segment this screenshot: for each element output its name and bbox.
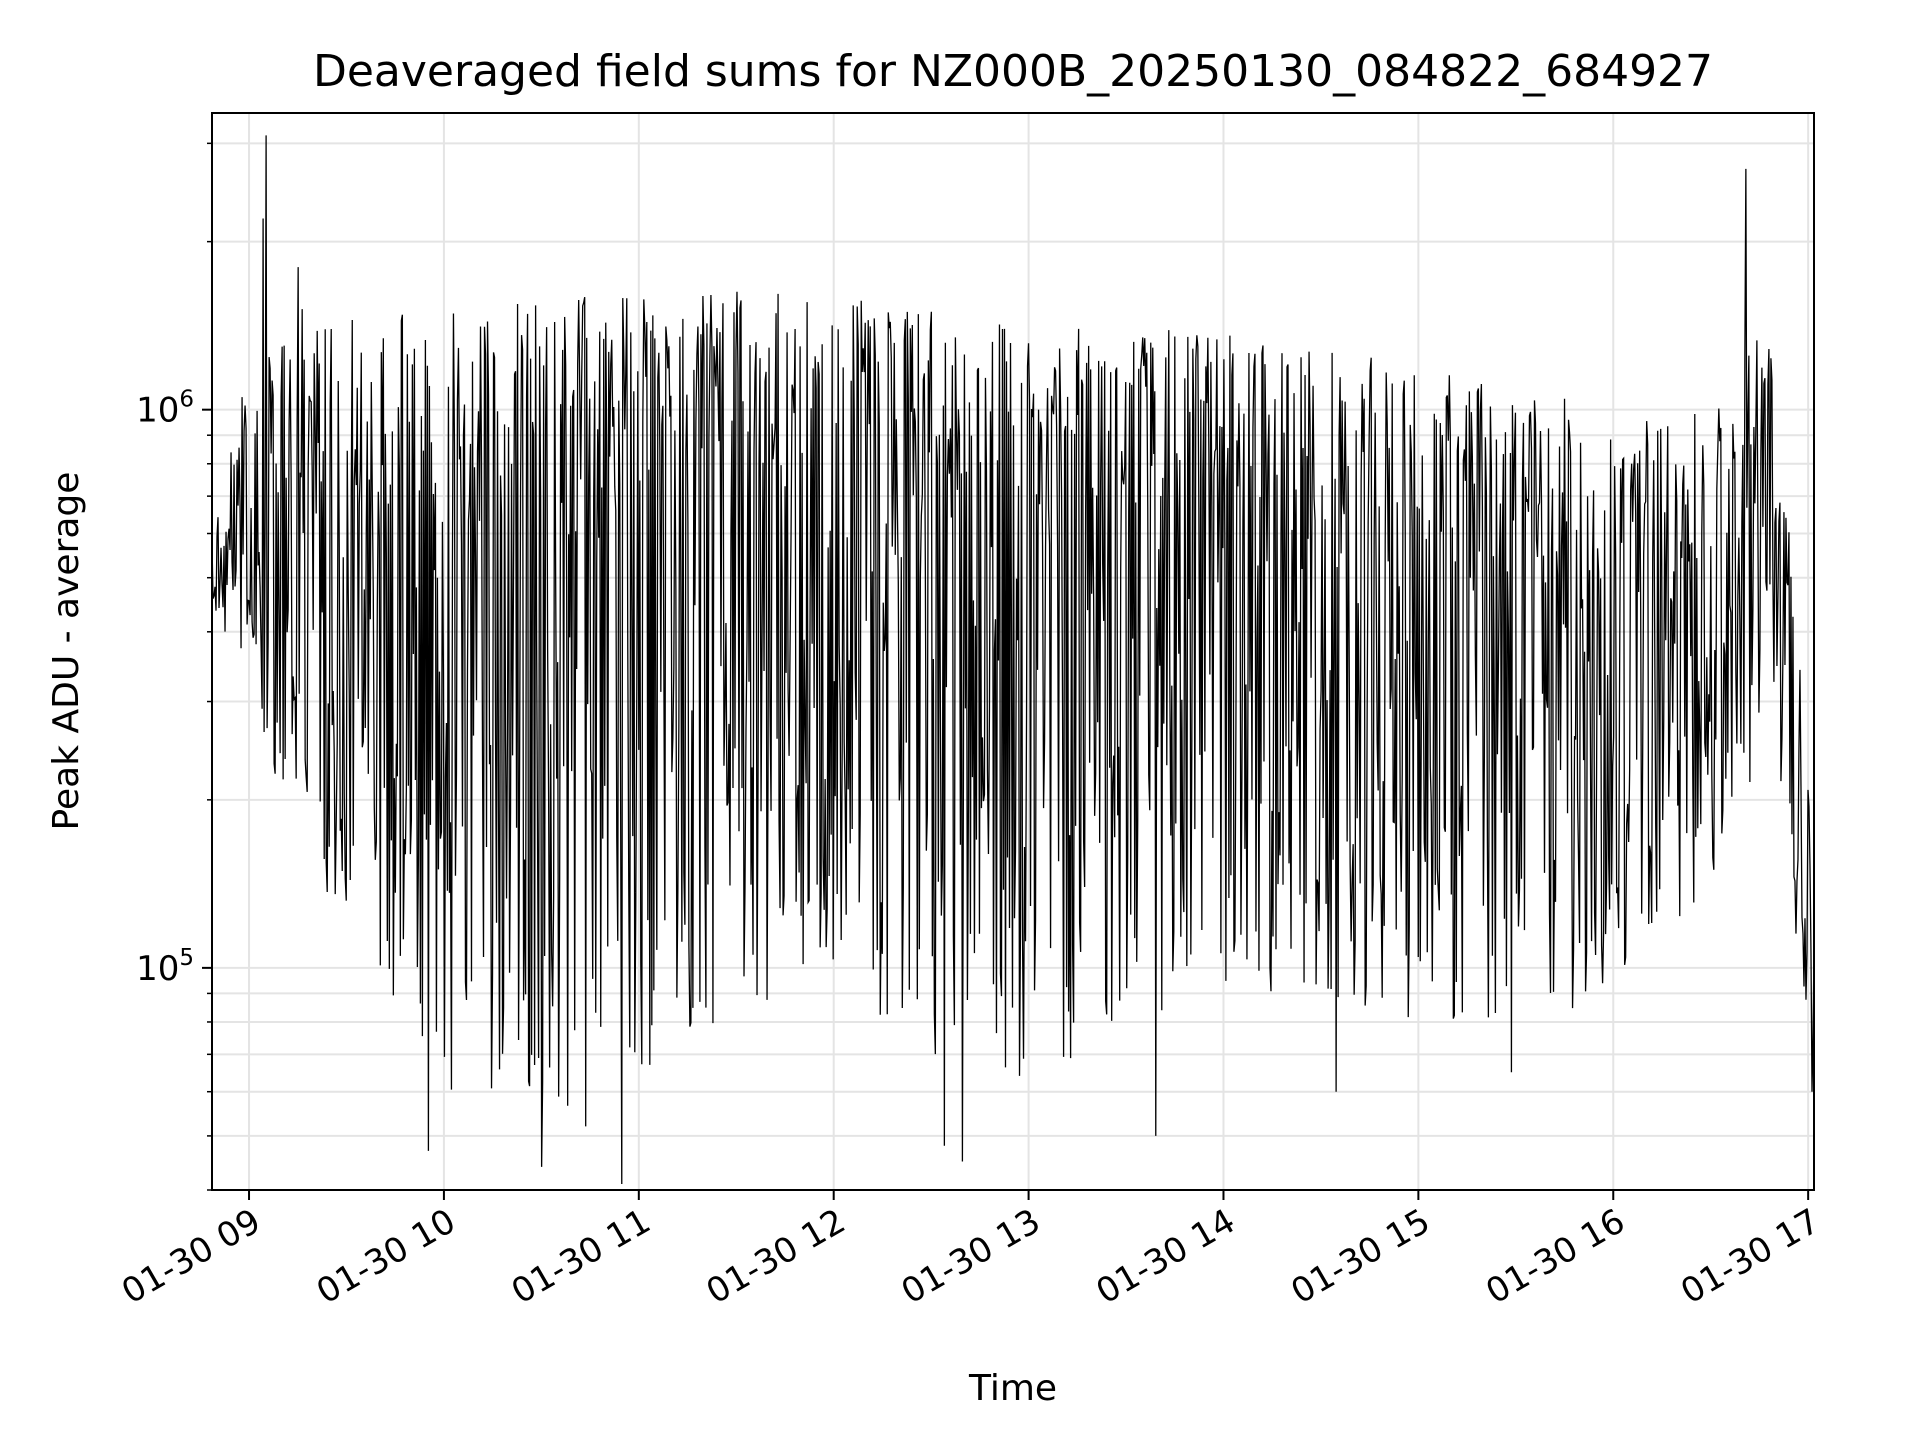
x-axis-label: Time [968, 1368, 1057, 1409]
data-line-layer [211, 135, 1815, 1185]
y-tick-label: 106 [136, 387, 194, 431]
data-series-line [211, 135, 1815, 1185]
chart-title: Deaveraged field sums for NZ000B_2025013… [313, 46, 1713, 97]
y-axis: 105 106 [136, 142, 212, 1191]
y-axis-label: Peak ADU - average [46, 472, 87, 831]
y-tick-label: 105 [136, 945, 194, 989]
plot-frame [211, 112, 1815, 1191]
